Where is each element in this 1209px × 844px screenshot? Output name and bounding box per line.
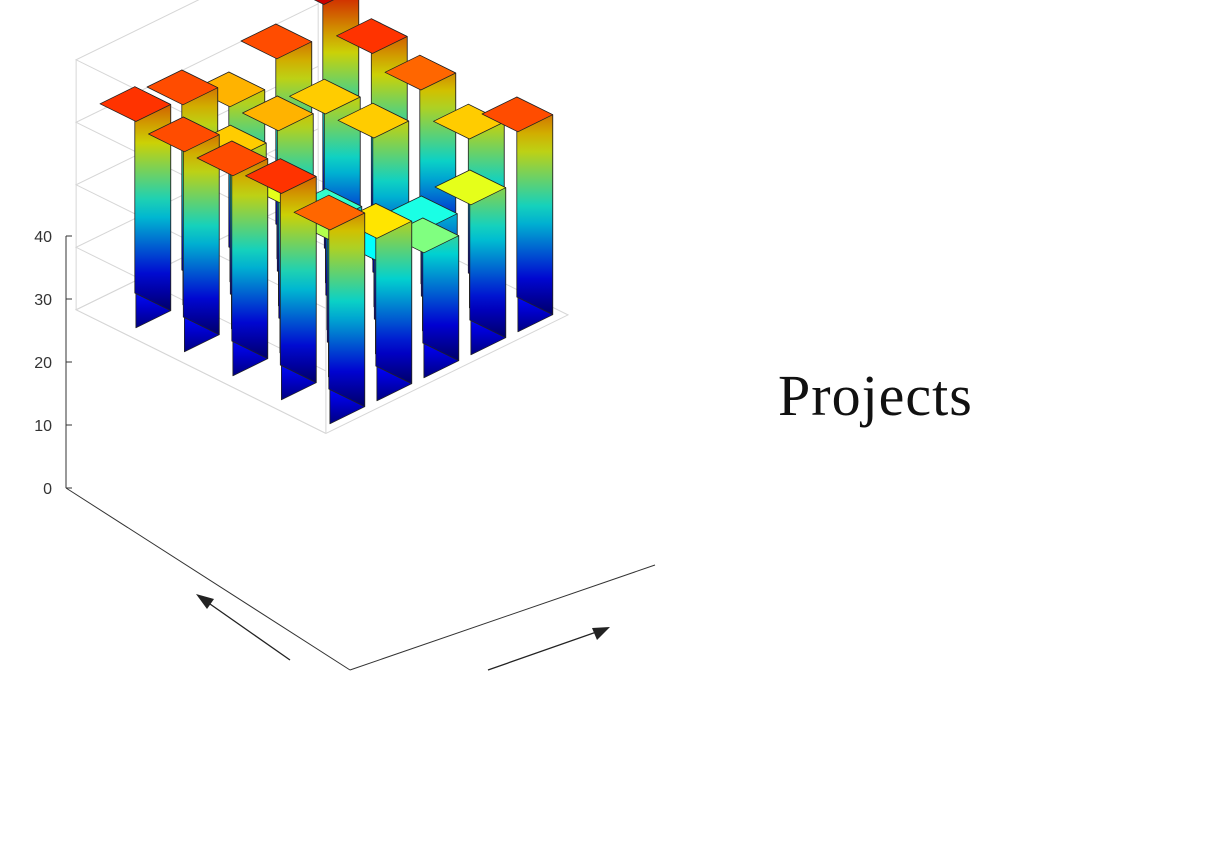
bar-face-top <box>146 69 219 106</box>
bar-5-3 <box>387 217 460 379</box>
bar-face-top <box>336 18 408 54</box>
bar-face-top <box>99 86 172 122</box>
y-axis-arrow-head <box>592 627 610 640</box>
z-tick-label: 10 <box>34 418 52 435</box>
bar3d-chart: 0 10 20 30 40 <box>34 0 656 671</box>
x-axis-arrow <box>199 596 291 661</box>
bar-face-top <box>242 95 314 132</box>
bar-5-5 <box>481 96 554 333</box>
bar-face-top <box>196 140 269 177</box>
z-axis: 0 10 20 30 40 <box>34 229 656 671</box>
bar-face-top <box>148 116 220 153</box>
x-axis-arrow-head <box>196 594 214 609</box>
bar-3-1 <box>196 140 269 377</box>
bar-face-top <box>240 23 313 60</box>
bar-face-top <box>384 54 457 91</box>
bar-face-side <box>279 158 317 384</box>
bar-2-1 <box>148 116 220 353</box>
bar-face-top <box>293 194 366 231</box>
bars <box>99 0 554 425</box>
z-tick-label: 30 <box>34 292 52 309</box>
bar-face-top <box>481 96 554 133</box>
bar-1-1 <box>99 86 172 329</box>
chart-container: 0 10 20 30 40 <box>34 0 656 671</box>
x-axis-line <box>65 487 351 671</box>
bar-face-top <box>337 102 410 139</box>
z-tick-label: 40 <box>34 229 52 246</box>
bar-face-top <box>289 78 361 115</box>
z-tick-label: 0 <box>43 481 52 498</box>
y-axis-line <box>349 564 656 671</box>
bar-face-top <box>245 158 317 194</box>
z-tick-label: 20 <box>34 355 52 372</box>
axis-arrows <box>196 594 610 671</box>
bar-face-top <box>313 0 335 5</box>
y-axis-arrow <box>487 628 606 671</box>
page-title: Projects <box>778 363 973 428</box>
bar-face-top <box>434 169 507 206</box>
bar-5-4 <box>434 169 507 356</box>
bar-5-1 <box>293 194 366 425</box>
bar-face-side <box>134 86 172 312</box>
